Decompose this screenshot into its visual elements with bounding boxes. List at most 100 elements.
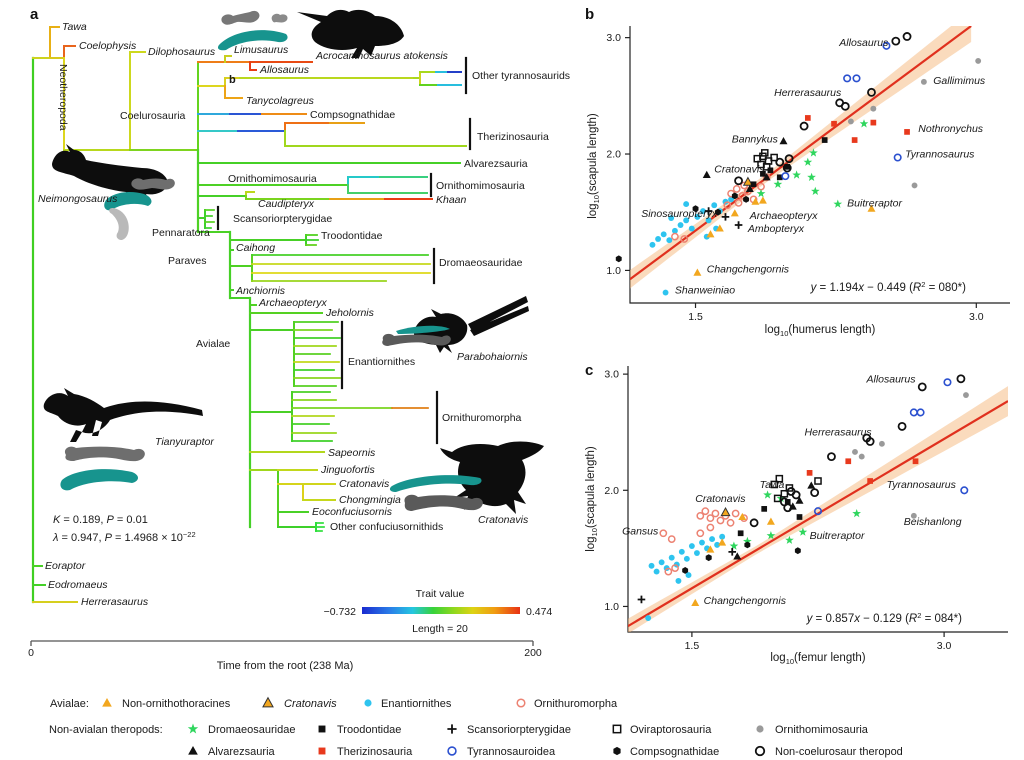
neimongosaurus-limb-bone [109, 208, 129, 240]
data-point-marker [688, 543, 695, 549]
data-point-marker [667, 535, 676, 543]
data-point-marker [102, 697, 112, 707]
data-point-marker [645, 615, 652, 622]
data-point-marker [723, 201, 732, 210]
point-label: Tyrannosaurus [887, 479, 957, 491]
fit-equation: y = 0.857x − 0.129 (R2 = 084*) [806, 611, 963, 625]
data-point-marker [910, 512, 917, 519]
data-point-marker [188, 745, 198, 755]
data-point-marker [666, 237, 673, 244]
data-point-marker [711, 509, 720, 518]
x-tick-label: 3.0 [937, 640, 952, 652]
tree-label: Dilophosaurus [148, 46, 216, 58]
data-point-marker [775, 474, 784, 483]
data-point-marker [781, 172, 790, 181]
time-axis-label: Time from the root (238 Ma) [217, 660, 354, 672]
tree-branch [224, 85, 243, 99]
data-point-marker [791, 490, 801, 500]
data-point-marker [692, 205, 699, 213]
legend-item-label: Compsognathidae [630, 746, 719, 758]
data-point-marker [701, 507, 710, 516]
tree-label: Khaan [436, 194, 467, 206]
point-label: Beishanlong [904, 516, 962, 528]
data-point-marker [845, 458, 852, 465]
legend-item-label: Ornithuromorpha [534, 698, 618, 710]
data-point-marker [799, 121, 809, 131]
point-label: Archaeopteryx [749, 210, 818, 222]
data-point-marker [709, 536, 716, 543]
data-point-marker [760, 149, 769, 157]
point-label: Cratonavis [714, 164, 765, 176]
data-point-marker [891, 36, 901, 46]
data-point-marker [706, 523, 715, 532]
data-point-marker [904, 129, 910, 135]
data-point-marker [671, 227, 678, 234]
series-enantiornithes [645, 533, 726, 622]
data-point-marker [720, 506, 731, 517]
small-bone-top [271, 13, 288, 23]
series-cratonavis [742, 176, 753, 186]
tree-label: Avialae [196, 338, 230, 350]
tree-label: Chongmingia [339, 494, 401, 506]
legend-item-label: Enantiornithes [381, 698, 452, 710]
data-point-marker [516, 698, 526, 708]
time-axis-start: 0 [28, 647, 34, 659]
data-point-marker [758, 196, 767, 204]
data-point-marker [867, 87, 876, 97]
data-point-marker [711, 202, 718, 209]
data-point-marker [734, 199, 743, 207]
neimongosaurus-humerus-bone [131, 178, 175, 190]
data-point-marker [716, 516, 725, 525]
parabohaiornis-scapula-bone [396, 325, 450, 334]
humerus-bone-top [221, 10, 260, 25]
data-point-marker [784, 163, 791, 170]
data-point-marker [761, 506, 768, 512]
data-point-marker [867, 204, 876, 212]
data-point-marker [760, 170, 766, 177]
data-point-marker [770, 153, 778, 162]
tree-branch [129, 51, 146, 151]
data-point-marker [737, 530, 744, 537]
point-label: Bannykus [732, 133, 779, 145]
data-point-marker [847, 118, 854, 125]
y-tick-label: 1.0 [606, 265, 621, 277]
tree-label: Paraves [168, 255, 207, 267]
tree-label: Neimongosaurus [38, 193, 118, 205]
data-point-marker [810, 488, 820, 498]
point-label: Buitreraptor [847, 197, 902, 209]
tianyuraptor-humerus-bone [64, 446, 145, 462]
tree-branch [249, 61, 257, 71]
legend-item-label: Cratonavis [284, 698, 337, 710]
data-point-marker [912, 458, 919, 465]
tree-branch [49, 26, 60, 59]
phylogenetic-tree [31, 26, 472, 604]
data-point-marker [734, 221, 743, 229]
legend-group-label: Avialae: [50, 698, 89, 710]
data-point-marker [807, 481, 816, 489]
data-point-marker [852, 74, 861, 83]
data-point-marker [784, 154, 794, 164]
tree-branch [63, 45, 76, 59]
series-compsognathidae [615, 192, 749, 263]
point-label: Cratonavis [695, 493, 746, 505]
point-label: Tyrannosaurus [905, 149, 975, 161]
tree-branch [284, 122, 331, 132]
figure-legend: Avialae: Non-ornithothoracines Cratonavis E… [49, 696, 903, 758]
series-oviraptorosauria [753, 149, 778, 171]
data-point-marker [694, 213, 701, 220]
tree-label: Neotheropoda [57, 64, 69, 131]
scapula-bone-top [217, 30, 288, 51]
tree-label: Coelophysis [79, 40, 137, 52]
data-point-marker [796, 514, 803, 520]
y-axis-title: log10(scapula length) [587, 113, 601, 219]
point-label: Ambopteryx [747, 223, 805, 235]
data-point-marker [447, 746, 457, 756]
point-label: Allosaurus [865, 373, 916, 385]
tree-branch [224, 55, 232, 63]
data-point-marker [803, 157, 813, 166]
data-point-marker [754, 745, 766, 757]
tree-label: Jeholornis [325, 307, 375, 319]
data-point-marker [738, 192, 747, 200]
data-point-marker [792, 170, 801, 179]
data-point-marker [916, 408, 925, 417]
